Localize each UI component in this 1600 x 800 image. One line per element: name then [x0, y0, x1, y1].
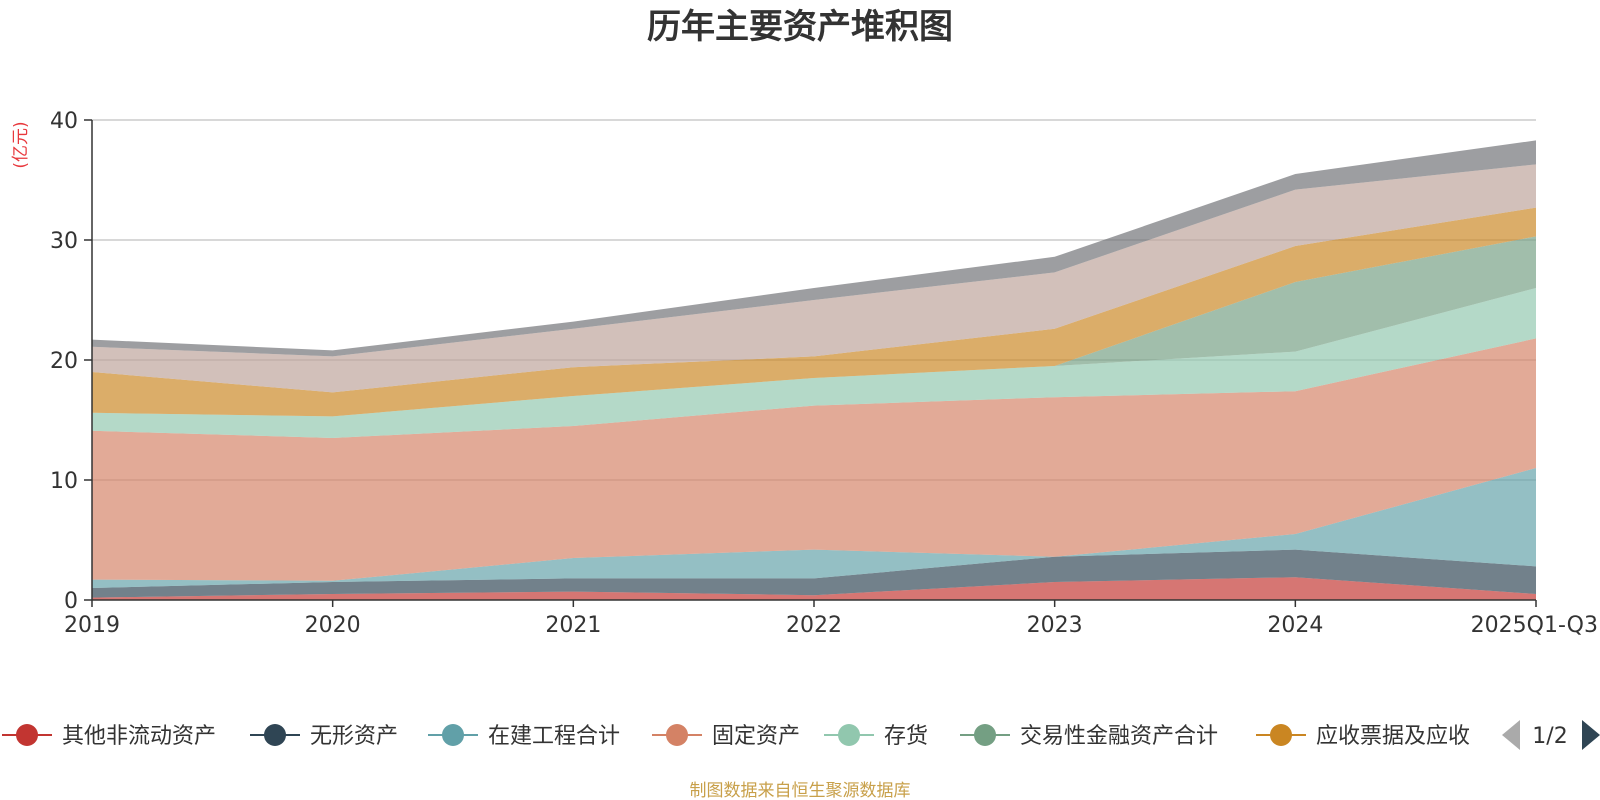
x-tick-label: 2024	[1267, 613, 1323, 638]
area-series8	[92, 164, 1536, 393]
legend-label: 应收票据及应收	[1316, 724, 1470, 749]
x-axis-ticks: 2019 2020 2021 2022 2023 2024 2025Q1-Q3	[64, 600, 1598, 638]
legend-marker	[974, 724, 996, 746]
legend-label: 固定资产	[712, 724, 800, 749]
legend-label: 其他非流动资产	[62, 724, 216, 749]
area-存货	[92, 288, 1536, 438]
legend-label: 无形资产	[310, 724, 398, 749]
y-axis-ticks: 0 10 20 30 40	[50, 109, 92, 614]
legend-label: 存货	[884, 724, 928, 749]
legend-item[interactable]: 其他非流动资产	[2, 724, 216, 749]
legend-prev-icon[interactable]	[1502, 720, 1520, 750]
area-应收票据及应收	[92, 207, 1536, 417]
chart-title: 历年主要资产堆积图	[647, 7, 953, 47]
x-tick-label: 2019	[64, 613, 120, 638]
x-tick-label: 2021	[545, 613, 601, 638]
data-source-note: 制图数据来自恒生聚源数据库	[690, 781, 911, 800]
legend-label: 交易性金融资产合计	[1020, 724, 1218, 749]
legend-page-indicator: 1/2	[1532, 724, 1567, 749]
legend-item[interactable]: 在建工程合计	[428, 724, 620, 749]
y-tick-label: 0	[64, 589, 78, 614]
legend-pager: 1/2	[1502, 720, 1600, 750]
x-tick-label: 2025Q1-Q3	[1471, 613, 1598, 638]
legend-marker	[442, 724, 464, 746]
legend-marker	[16, 724, 38, 746]
legend-marker	[1270, 724, 1292, 746]
legend-item[interactable]: 存货	[824, 724, 928, 749]
legend-marker	[838, 724, 860, 746]
legend-next-icon[interactable]	[1582, 720, 1600, 750]
area-series9	[92, 140, 1536, 357]
y-axis-unit: (亿元)	[11, 121, 31, 168]
x-tick-label: 2023	[1027, 613, 1083, 638]
legend-item[interactable]: 无形资产	[250, 724, 398, 749]
legend-label: 在建工程合计	[488, 724, 620, 749]
legend-marker	[666, 724, 688, 746]
x-tick-label: 2022	[786, 613, 842, 638]
y-tick-label: 40	[50, 109, 78, 134]
x-tick-label: 2020	[305, 613, 361, 638]
legend: 其他非流动资产 无形资产 在建工程合计 固定资产 存货 交易性金融资产合计 应收票据及应收	[2, 724, 1470, 749]
y-tick-label: 30	[50, 229, 78, 254]
y-tick-label: 10	[50, 469, 78, 494]
area-交易性金融资产合计	[92, 236, 1536, 417]
area-无形资产	[92, 549, 1536, 598]
legend-marker	[264, 724, 286, 746]
area-series	[92, 140, 1536, 600]
y-tick-label: 20	[50, 349, 78, 374]
legend-item[interactable]: 交易性金融资产合计	[960, 724, 1218, 749]
legend-item[interactable]: 应收票据及应收	[1256, 724, 1470, 749]
legend-item[interactable]: 固定资产	[652, 724, 800, 749]
area-固定资产	[92, 338, 1536, 581]
area-在建工程合计	[92, 468, 1536, 588]
area-其他非流动资产	[92, 577, 1536, 600]
